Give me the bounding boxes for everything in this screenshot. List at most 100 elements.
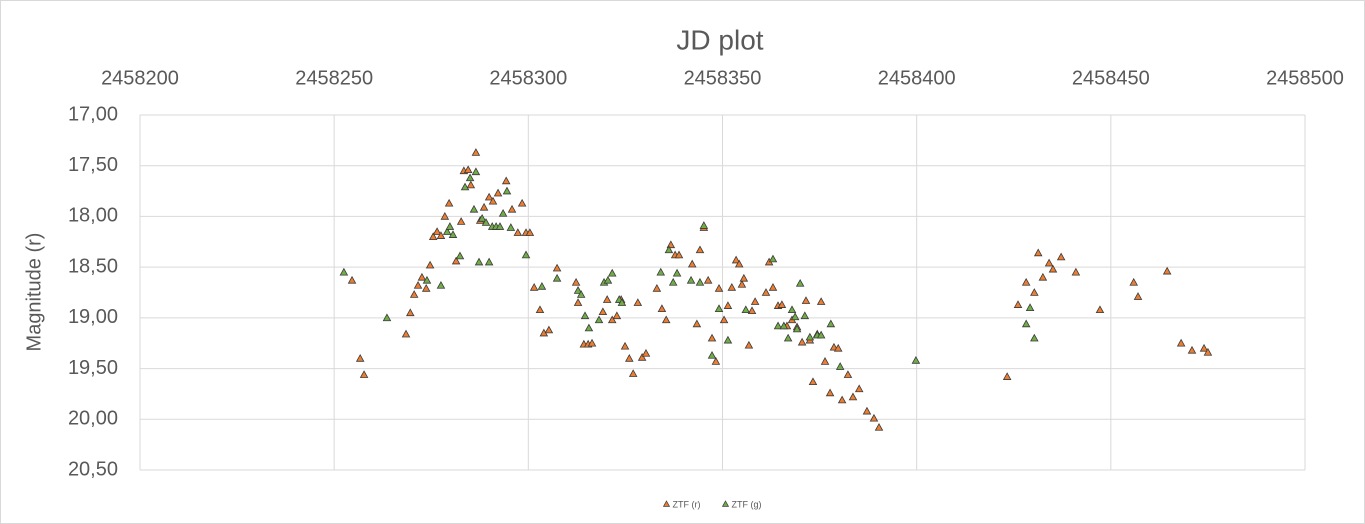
point xyxy=(1033,248,1043,257)
point xyxy=(711,357,721,365)
point xyxy=(1030,288,1039,296)
point xyxy=(672,268,682,277)
point xyxy=(723,301,733,309)
point xyxy=(442,227,452,235)
point xyxy=(633,298,643,306)
point xyxy=(695,245,705,254)
point xyxy=(664,245,674,254)
y-tick-label: 20,00 xyxy=(68,408,118,430)
point xyxy=(535,305,545,314)
point xyxy=(573,298,583,306)
point xyxy=(620,341,630,350)
point xyxy=(1038,272,1048,281)
point xyxy=(436,280,446,289)
point xyxy=(737,279,747,288)
point xyxy=(617,298,627,306)
point xyxy=(1176,338,1186,347)
point xyxy=(465,173,475,182)
point xyxy=(471,167,481,176)
point xyxy=(463,165,473,174)
point xyxy=(695,277,705,286)
point xyxy=(1030,333,1039,342)
y-axis-title: Magnitude (r) xyxy=(23,233,45,352)
point xyxy=(790,312,800,321)
point xyxy=(783,333,793,342)
point xyxy=(484,192,494,201)
point xyxy=(359,370,369,378)
point xyxy=(911,356,921,364)
point xyxy=(816,330,826,339)
point xyxy=(854,384,864,393)
y-tick-label: 17,50 xyxy=(68,154,118,176)
point xyxy=(750,297,760,305)
legend-marker xyxy=(721,500,730,507)
point xyxy=(594,315,604,324)
point xyxy=(576,290,586,298)
point xyxy=(598,307,608,316)
point xyxy=(607,315,617,324)
point xyxy=(501,176,511,185)
point xyxy=(848,392,858,401)
point xyxy=(406,308,415,317)
point xyxy=(661,315,671,324)
point xyxy=(603,275,613,284)
point xyxy=(507,204,517,213)
point xyxy=(477,214,487,222)
point xyxy=(495,222,505,230)
point xyxy=(714,284,724,292)
point xyxy=(401,329,411,338)
point xyxy=(481,218,491,226)
point xyxy=(797,337,807,346)
point xyxy=(440,212,450,220)
point xyxy=(432,227,442,235)
point xyxy=(1013,300,1023,308)
point xyxy=(529,283,539,291)
point xyxy=(448,230,458,238)
point xyxy=(761,288,771,296)
point xyxy=(436,231,446,239)
point xyxy=(739,273,749,282)
point xyxy=(1002,372,1012,380)
point xyxy=(792,324,802,333)
point xyxy=(707,333,717,342)
x-tick-label: 2458400 xyxy=(878,67,956,89)
point xyxy=(1203,347,1213,356)
point xyxy=(339,267,349,276)
point xyxy=(1056,252,1066,261)
point xyxy=(692,319,702,328)
point xyxy=(456,217,466,225)
point xyxy=(466,180,476,189)
point xyxy=(428,232,438,240)
point xyxy=(552,273,562,282)
y-tick-label: 18,00 xyxy=(68,205,118,227)
point xyxy=(843,370,853,378)
point xyxy=(513,228,523,236)
x-tick-label: 2458200 xyxy=(101,67,179,89)
point xyxy=(525,228,535,236)
point xyxy=(474,257,484,266)
point xyxy=(687,259,697,268)
point xyxy=(417,272,427,281)
point xyxy=(612,311,622,320)
point xyxy=(768,254,778,263)
y-tick-label: 18,50 xyxy=(68,255,118,277)
point xyxy=(571,277,581,286)
point xyxy=(795,278,805,287)
point xyxy=(874,422,884,431)
legend-marker xyxy=(662,500,671,507)
point xyxy=(355,354,365,362)
point xyxy=(734,259,744,268)
point xyxy=(1129,277,1139,286)
x-tick-label: 2458250 xyxy=(295,67,373,89)
point xyxy=(625,354,634,362)
point xyxy=(469,204,479,213)
point xyxy=(413,280,423,289)
point xyxy=(787,305,797,314)
point xyxy=(425,260,435,269)
y-tick-label: 17,00 xyxy=(68,103,118,125)
point xyxy=(641,348,651,357)
point xyxy=(493,188,503,197)
